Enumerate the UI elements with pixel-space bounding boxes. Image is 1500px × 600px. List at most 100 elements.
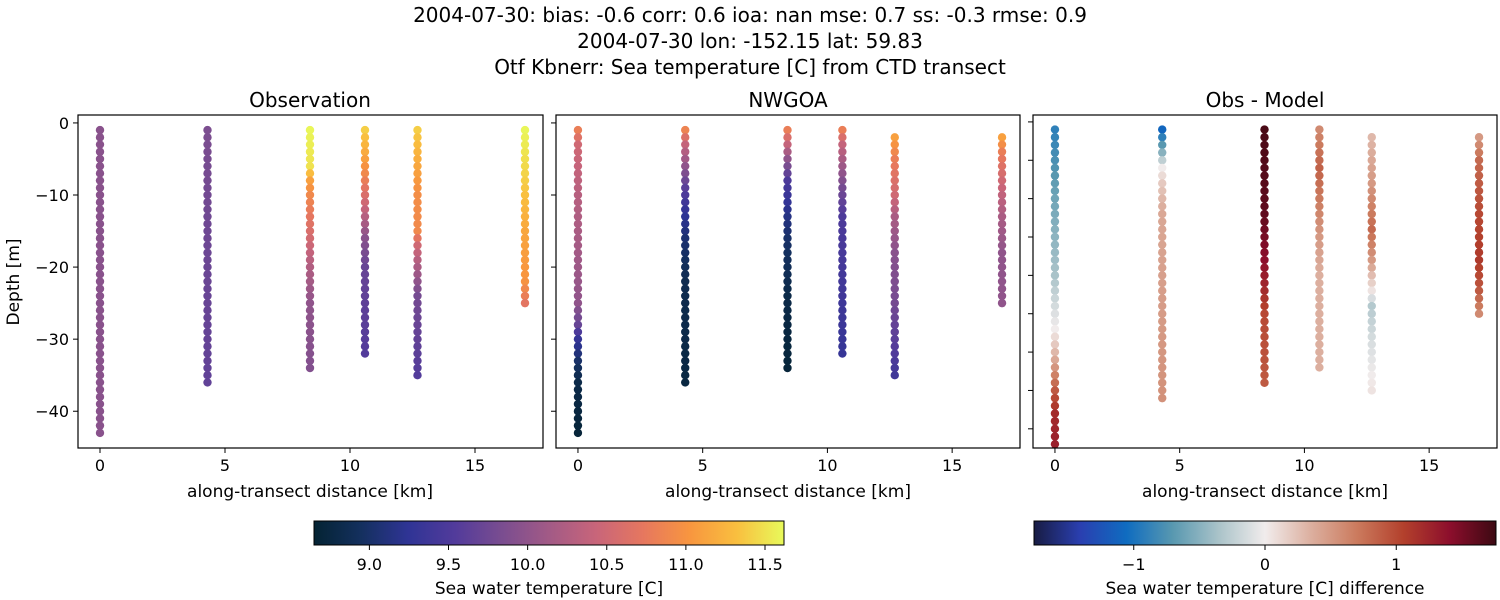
data-point [838, 248, 847, 257]
data-point [305, 248, 315, 257]
data-point [890, 356, 899, 365]
data-point [1158, 209, 1167, 219]
data-point [1260, 140, 1269, 150]
data-point [1367, 156, 1376, 165]
axes-frame-1 [555, 114, 1021, 449]
data-point [305, 183, 315, 192]
data-point [997, 226, 1007, 236]
data-point [997, 169, 1007, 178]
data-point [520, 205, 530, 214]
data-point [203, 219, 212, 229]
data-point [997, 133, 1007, 142]
data-point [1474, 255, 1484, 265]
data-point [1158, 171, 1167, 180]
data-point [890, 349, 899, 358]
data-point [203, 371, 212, 380]
data-point [1158, 393, 1167, 403]
data-point [520, 190, 530, 200]
colorbar-tick-label: 11.5 [747, 555, 783, 574]
data-point [838, 262, 847, 272]
data-point [1050, 378, 1060, 387]
data-point [1158, 133, 1167, 142]
data-point [360, 327, 370, 337]
data-point [1050, 163, 1060, 173]
data-point [1367, 140, 1376, 150]
data-point [783, 154, 792, 164]
data-point [95, 255, 105, 265]
data-point [1474, 263, 1484, 272]
data-point [783, 219, 792, 229]
data-point [413, 161, 422, 171]
data-point [573, 313, 583, 322]
data-point [573, 161, 583, 171]
panel-points-2 [1050, 125, 1484, 448]
data-point [997, 140, 1007, 149]
data-point [1050, 209, 1060, 219]
data-point [1315, 286, 1324, 295]
data-point [1260, 278, 1269, 288]
data-point [681, 306, 690, 315]
data-point [1158, 386, 1167, 395]
data-point [95, 291, 105, 301]
data-point [95, 284, 105, 293]
data-point [1315, 278, 1324, 288]
data-point [520, 169, 530, 178]
data-point [203, 125, 212, 135]
data-point [1367, 317, 1376, 326]
data-point [203, 306, 212, 315]
data-point [573, 421, 583, 430]
data-point [1315, 225, 1324, 234]
data-point [1260, 317, 1269, 326]
data-point [203, 248, 212, 257]
data-point [1315, 340, 1324, 349]
data-point [838, 284, 847, 293]
colorbar-label-temperature: Sea water temperature [C] [435, 579, 663, 599]
data-point [681, 161, 690, 171]
data-point [997, 291, 1007, 301]
data-point [1367, 363, 1376, 372]
data-point [203, 284, 212, 293]
data-point [838, 176, 847, 185]
data-point [783, 169, 792, 178]
data-point [1474, 156, 1484, 165]
data-point [413, 255, 422, 265]
data-point [681, 327, 690, 337]
data-point [520, 270, 530, 279]
axes-frame-0 [77, 114, 544, 449]
data-point [520, 262, 530, 272]
data-point [1158, 370, 1167, 380]
data-point [1315, 363, 1324, 372]
data-point [783, 334, 792, 344]
data-point [413, 306, 422, 315]
data-point [305, 234, 315, 243]
data-point [573, 298, 583, 308]
data-point [573, 226, 583, 236]
data-point [890, 169, 899, 178]
data-point [1260, 202, 1269, 211]
data-point [681, 291, 690, 301]
data-point [681, 270, 690, 279]
data-point [413, 363, 422, 373]
data-point [838, 327, 847, 337]
data-point [360, 133, 370, 142]
data-point [681, 183, 690, 192]
data-point [783, 133, 792, 142]
data-point [203, 349, 212, 358]
data-point [413, 342, 422, 351]
data-point [203, 176, 212, 185]
data-point [95, 183, 105, 192]
data-point [1315, 194, 1324, 203]
data-point [95, 349, 105, 358]
data-point [360, 255, 370, 265]
data-point [890, 255, 899, 265]
data-point [997, 176, 1007, 185]
data-point [1260, 271, 1269, 280]
data-point [1367, 202, 1376, 211]
data-point [997, 183, 1007, 192]
data-point [573, 234, 583, 243]
data-point [95, 219, 105, 229]
data-point [573, 154, 583, 164]
data-point [95, 342, 105, 351]
data-point [360, 248, 370, 257]
